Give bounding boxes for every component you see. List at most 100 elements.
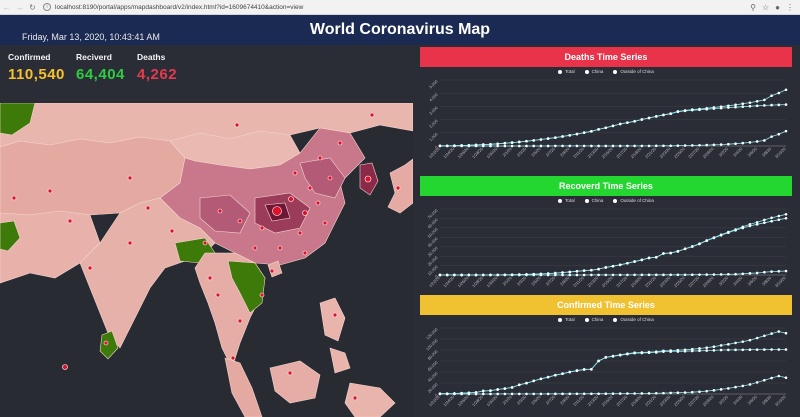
data-point xyxy=(590,368,593,371)
data-point xyxy=(741,102,745,106)
data-point xyxy=(517,392,521,396)
data-point xyxy=(496,273,499,277)
data-point xyxy=(647,144,651,148)
data-point xyxy=(777,214,781,218)
data-point xyxy=(741,226,745,230)
data-point xyxy=(604,356,608,359)
legend-item[interactable]: China xyxy=(584,317,604,322)
legend-item[interactable]: China xyxy=(584,69,603,74)
case-marker xyxy=(302,210,308,216)
data-point xyxy=(640,351,644,355)
data-point xyxy=(777,91,781,95)
x-tick-label: 2/11/20 xyxy=(572,394,585,407)
data-point xyxy=(590,268,593,272)
data-point xyxy=(611,355,615,358)
data-point xyxy=(719,348,723,352)
land-region xyxy=(269,360,321,404)
legend-item[interactable]: Outside of China xyxy=(613,317,654,322)
x-tick-label: 1/30/20 xyxy=(485,275,499,289)
data-point xyxy=(554,373,557,377)
data-point xyxy=(525,381,528,385)
case-marker xyxy=(237,218,243,224)
data-point xyxy=(734,341,737,345)
data-point xyxy=(727,387,730,390)
legend-label: China xyxy=(591,198,604,203)
data-point xyxy=(532,392,536,396)
x-tick-label: 3/4/20 xyxy=(732,146,744,158)
address-bar[interactable]: i localhost:8190/portal/apps/mapdashboar… xyxy=(43,2,750,13)
data-point xyxy=(453,273,456,277)
data-point xyxy=(727,231,730,235)
x-tick-label: 2/21/20 xyxy=(644,146,658,160)
data-point xyxy=(445,392,449,396)
data-point xyxy=(618,263,622,267)
map-canvas[interactable] xyxy=(0,103,413,417)
case-marker xyxy=(292,170,298,176)
x-tick-label: 2/27/20 xyxy=(687,146,701,160)
data-point xyxy=(676,144,680,147)
data-point xyxy=(539,377,543,381)
legend-label: China xyxy=(591,317,604,322)
data-point xyxy=(517,383,521,387)
x-tick-label: 2/17/20 xyxy=(615,394,629,408)
data-point xyxy=(763,104,766,107)
case-marker xyxy=(127,175,133,181)
data-point xyxy=(755,223,759,226)
data-point xyxy=(755,99,759,103)
forward-arrow-icon[interactable]: → xyxy=(15,2,24,12)
x-tick-label: 2/25/20 xyxy=(673,275,687,289)
x-tick-label: 2/15/20 xyxy=(601,275,615,289)
legend-item[interactable]: Total xyxy=(558,69,575,74)
deaths-chart[interactable]: 0 1,000 2,000 3,000 4,000 5,000 1/22/20 1/24/20… xyxy=(420,76,792,165)
data-point xyxy=(734,385,737,389)
data-point xyxy=(712,236,716,240)
case-marker xyxy=(317,155,323,161)
confirmed-chart[interactable]: 020,00040,00060,00080,000100,000120,0001… xyxy=(420,324,792,413)
legend-item[interactable]: Total xyxy=(558,317,575,322)
data-point xyxy=(676,391,680,395)
x-tick-label: 1/30/20 xyxy=(485,146,499,160)
legend-label: Outside of China xyxy=(620,198,654,203)
legend-label: Total xyxy=(565,198,575,203)
case-marker xyxy=(169,228,175,234)
data-point xyxy=(705,346,709,350)
case-marker xyxy=(322,220,328,226)
case-marker xyxy=(127,240,133,246)
back-arrow-icon[interactable]: ← xyxy=(2,2,11,12)
data-point xyxy=(712,345,716,348)
data-point xyxy=(647,351,651,355)
data-point xyxy=(770,348,773,351)
dashboard-header: Friday, Mar 13, 2020, 10:43:41 AM World … xyxy=(0,15,800,45)
map-view[interactable] xyxy=(0,103,413,417)
menu-icon[interactable]: ⋮ xyxy=(786,2,794,12)
reload-icon[interactable]: ↻ xyxy=(29,2,36,12)
data-point xyxy=(748,101,752,104)
data-point xyxy=(727,272,730,276)
data-point xyxy=(705,239,709,243)
star-icon[interactable]: ☆ xyxy=(761,2,770,12)
stat-value: 110,540 xyxy=(8,66,65,83)
legend-item[interactable]: Outside of China xyxy=(613,198,654,203)
data-point xyxy=(640,273,644,277)
recovered-chart[interactable]: 010,00020,00030,00040,00050,00060,00070,… xyxy=(420,205,792,294)
y-tick-label: 0 xyxy=(434,144,440,150)
info-icon[interactable]: i xyxy=(43,3,51,11)
x-tick-label: 2/19/20 xyxy=(630,275,644,289)
legend-item[interactable]: Total xyxy=(558,198,575,203)
x-tick-label: 3/10/20 xyxy=(774,394,788,408)
case-markers xyxy=(11,112,401,401)
data-point xyxy=(626,261,629,265)
data-point xyxy=(705,143,709,147)
data-point xyxy=(741,141,745,145)
data-point xyxy=(554,144,557,148)
deaths-time-series: Deaths Time Series Total China Outside o… xyxy=(420,47,792,165)
data-point xyxy=(640,118,644,121)
data-point xyxy=(510,273,514,277)
data-point xyxy=(489,144,492,148)
legend-item[interactable]: China xyxy=(584,198,604,203)
profile-icon[interactable]: ● xyxy=(775,2,780,12)
data-point xyxy=(770,219,773,223)
data-point xyxy=(683,144,687,147)
legend-item[interactable]: Outside of China xyxy=(613,69,654,74)
zoom-icon[interactable]: ⚲ xyxy=(750,2,756,12)
